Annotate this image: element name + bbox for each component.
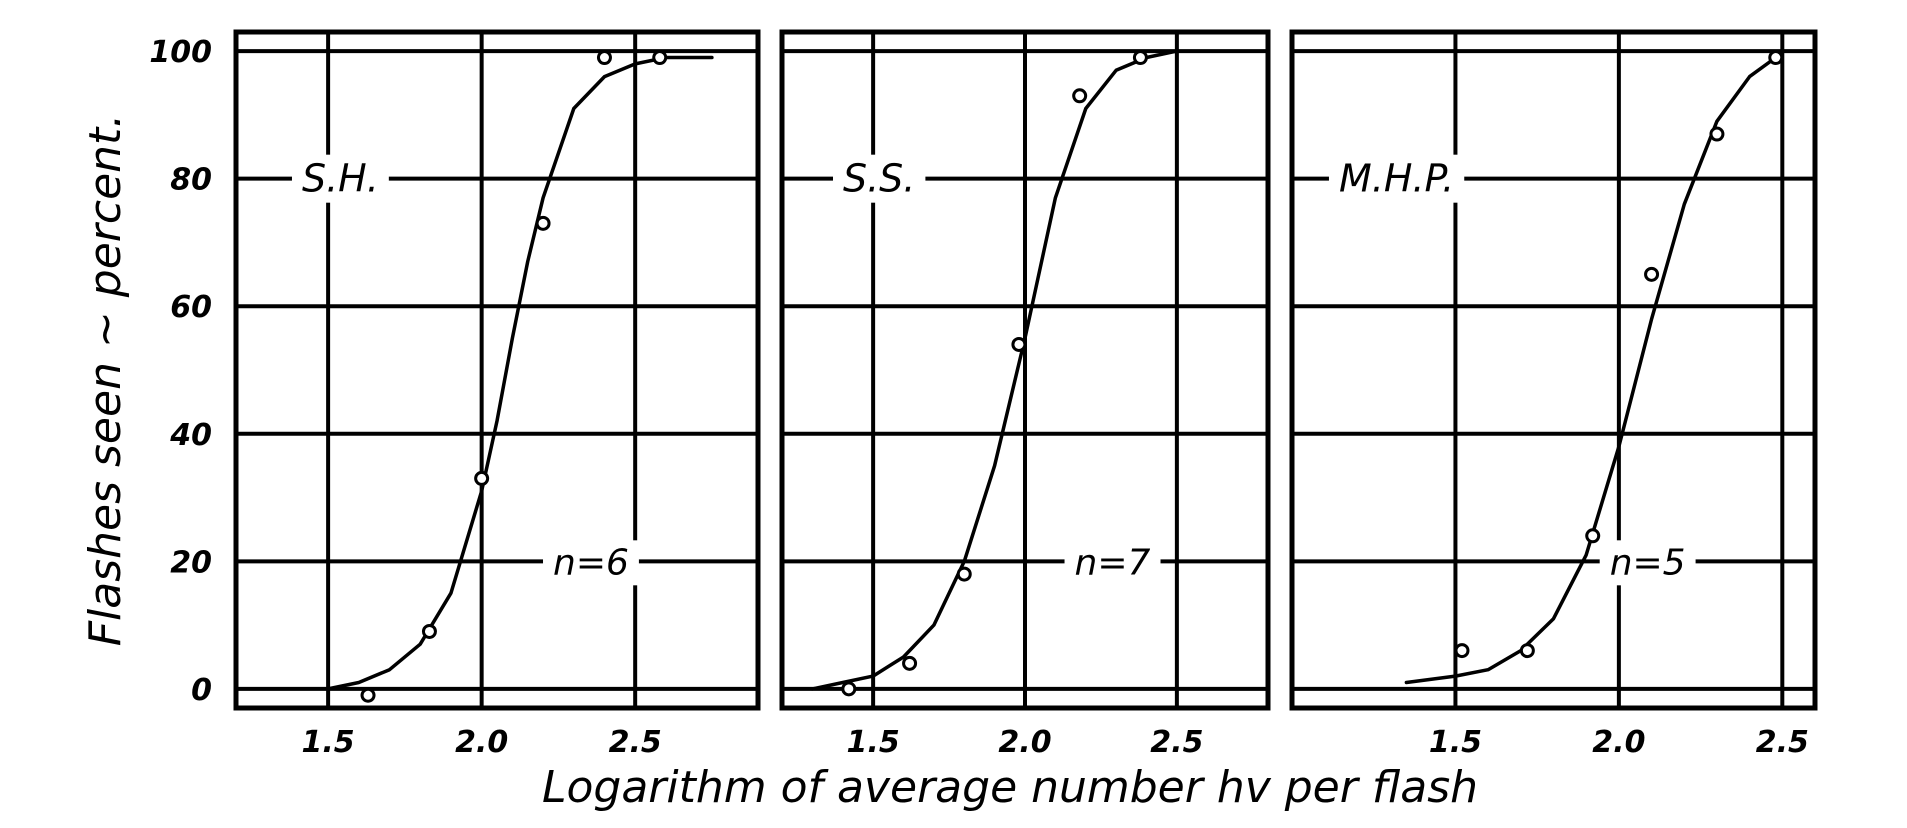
data-point (1132, 50, 1148, 66)
label-background (543, 540, 639, 586)
fitted-curve (326, 55, 714, 691)
n-label: n=7 (1075, 542, 1151, 583)
data-point (1011, 336, 1027, 352)
label-background (1064, 540, 1161, 586)
panel-2: S.S. n=7 1.5 2.0 2.5 (779, 29, 1271, 760)
y-tick-label: 40 (169, 418, 212, 453)
x-tick-label: 2.0 (1592, 725, 1645, 760)
data-point (596, 50, 612, 66)
data-point (1768, 50, 1784, 66)
x-axis-label: Logarithm of average number hv per flash (542, 762, 1478, 813)
panel-frame (1289, 29, 1818, 711)
x-tick-label: 1.5 (1429, 725, 1482, 760)
data-point (1585, 528, 1601, 544)
y-tick-label: 20 (170, 545, 212, 580)
panel-label: S.H. (302, 157, 379, 201)
x-tick-label: 2.0 (455, 725, 508, 760)
x-tick-label: 2.0 (998, 725, 1051, 760)
x-tick-label: 1.5 (847, 725, 900, 760)
data-point (535, 215, 551, 231)
panel-1: S.H. n=6 1.5 2.0 2.5 (233, 29, 761, 760)
x-tick-label: 2.5 (609, 725, 662, 760)
label-background (832, 154, 926, 203)
y-tick-label: 80 (170, 163, 212, 198)
x-tick-label: 2.5 (1756, 725, 1809, 760)
data-point (1709, 126, 1725, 142)
n-label: n=5 (1610, 542, 1686, 583)
y-tick-label: 60 (170, 290, 212, 325)
data-point (1644, 266, 1660, 282)
label-background (1599, 540, 1696, 586)
y-tick-label: 0 (191, 673, 212, 708)
label-background (291, 154, 389, 203)
data-point (360, 687, 376, 703)
y-axis: 0 20 40 60 80 100 (149, 35, 212, 708)
label-background (1328, 154, 1465, 203)
data-point (1519, 643, 1535, 659)
panel-label: S.S. (843, 157, 915, 201)
fitted-curve (810, 49, 1179, 691)
x-tick-label: 2.5 (1150, 725, 1203, 760)
x-tick-label: 1.5 (302, 725, 355, 760)
panel-3: M.H.P. n=5 1.5 2.0 2.5 (1289, 29, 1818, 760)
panels: S.H. n=6 1.5 2.0 2.5 S.S. n=7 1.5 2.0 2.5 M.H.P. n=… (233, 29, 1818, 760)
n-label: n=6 (553, 542, 629, 583)
data-point (841, 681, 857, 697)
y-tick-label: 100 (149, 35, 212, 70)
panel-label: M.H.P. (1339, 157, 1454, 201)
panel-frame (233, 29, 761, 711)
data-point (652, 50, 668, 66)
data-point (902, 655, 918, 671)
data-point (474, 470, 490, 486)
y-axis-label: Flashes seen ~ percent. (80, 114, 131, 647)
data-point (1072, 88, 1088, 104)
fitted-curve (1404, 55, 1778, 685)
data-point (421, 623, 437, 639)
data-point (956, 566, 972, 582)
data-point (1454, 643, 1470, 659)
